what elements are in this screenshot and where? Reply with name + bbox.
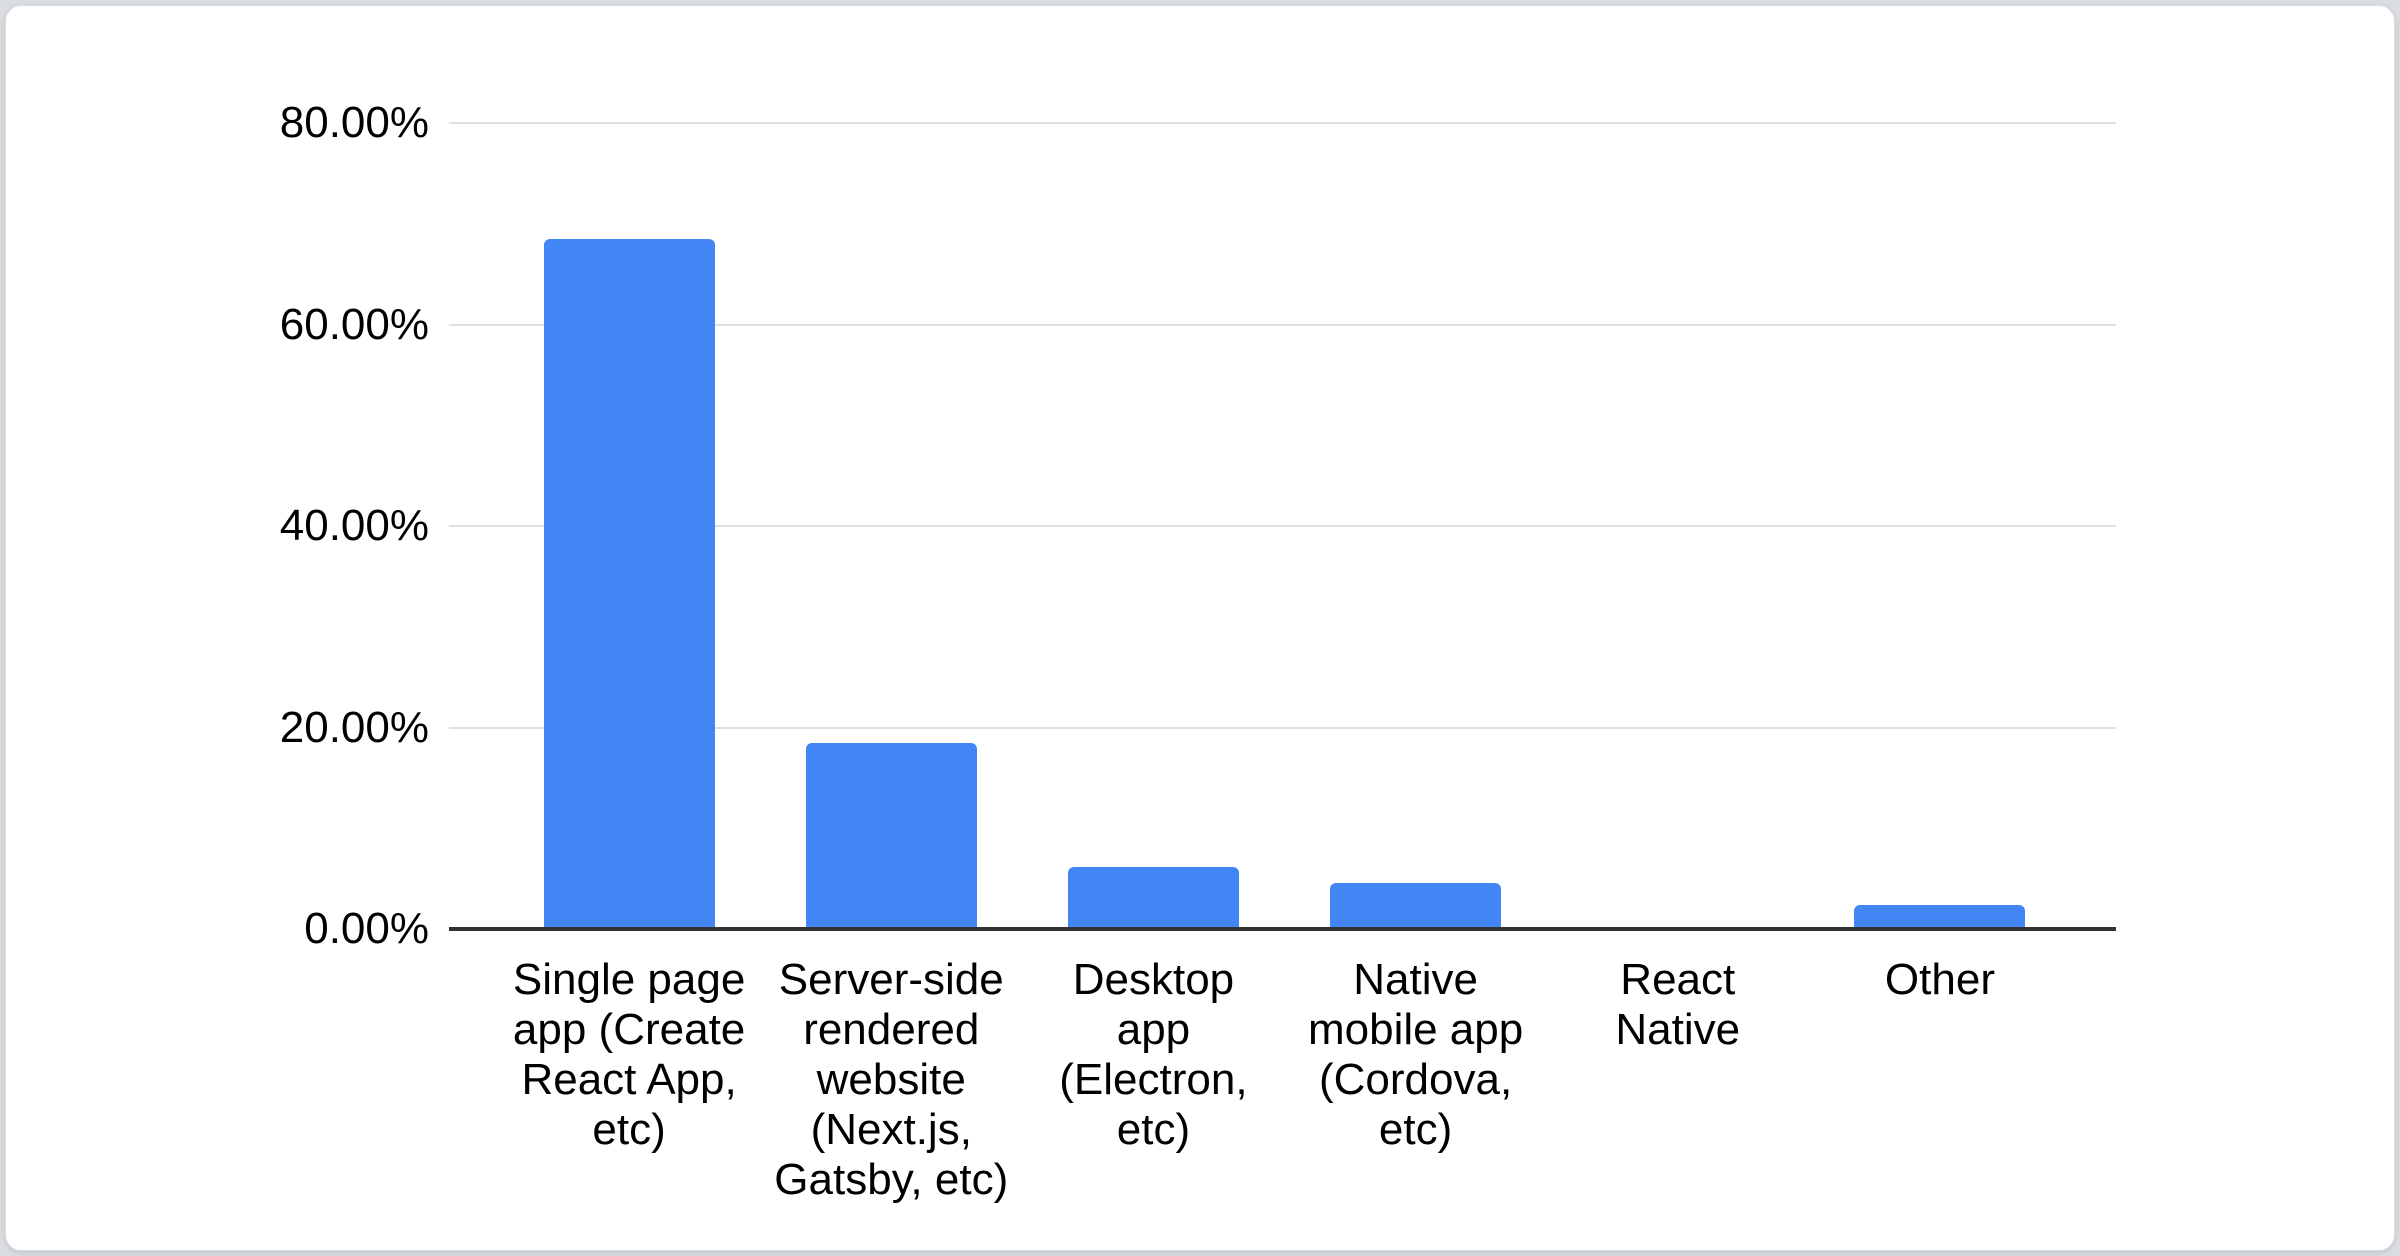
bar-band-4 — [1547, 123, 1809, 929]
bar-3[interactable] — [1330, 883, 1502, 929]
gridline-40 — [449, 525, 2116, 527]
y-tick-label-40: 40.00% — [279, 501, 429, 550]
category-label-1: Server-side rendered website (Next.js, G… — [774, 955, 1009, 1204]
chart-card: 80.00% 60.00% 40.00% 20.00% 0.00% Single pag… — [5, 5, 2395, 1251]
bar-1[interactable] — [805, 743, 977, 929]
y-tick-label-20: 20.00% — [279, 702, 429, 752]
plot-area: 80.00% 60.00% 40.00% 20.00% 0.00% Single pag… — [280, 98, 2116, 1204]
x-axis-category-labels: Single page app (Create React App, etc) S… — [498, 955, 2071, 1205]
category-label-3: Native mobile app (Cordova, etc) — [1307, 955, 1524, 1154]
bar-5[interactable] — [1854, 905, 2026, 929]
bar-2[interactable] — [1067, 867, 1239, 929]
bar-band-3 — [1285, 123, 1547, 929]
y-tick-label-60: 60.00% — [279, 299, 429, 349]
y-tick-label-0: 0.00% — [304, 904, 429, 953]
category-label-4: React Native — [1615, 955, 1741, 1054]
bars-layer — [498, 123, 2071, 929]
bar-band-1 — [760, 123, 1022, 929]
gridline-20 — [449, 726, 2116, 729]
category-label-5: Other — [1884, 955, 1995, 1004]
y-tick-label-80: 80.00% — [279, 98, 429, 147]
bar-0[interactable] — [543, 239, 715, 929]
x-axis-line — [449, 927, 2116, 931]
bar-band-2 — [1022, 123, 1284, 929]
gridline-80 — [449, 122, 2116, 124]
bar-band-0 — [498, 123, 760, 929]
category-label-0: Single page app (Create React App, etc) — [512, 955, 746, 1154]
gridline-60 — [449, 323, 2116, 326]
bar-band-5 — [1809, 123, 2071, 929]
category-label-2: Desktop app (Electron, etc) — [1059, 955, 1248, 1154]
